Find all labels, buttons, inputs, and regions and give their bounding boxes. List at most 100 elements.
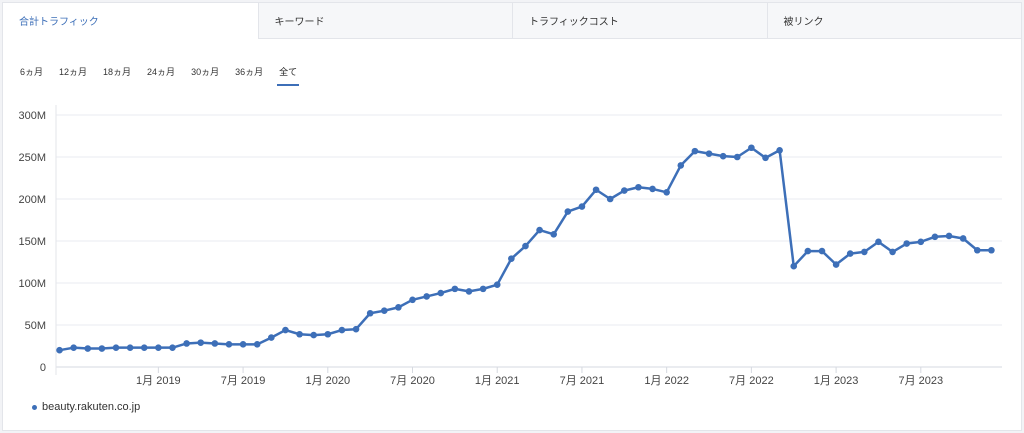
data-point <box>592 186 600 194</box>
data-point <box>366 309 374 317</box>
data-point <box>395 304 402 311</box>
data-point <box>945 232 953 240</box>
data-point <box>550 230 558 238</box>
data-point <box>324 330 332 338</box>
data-point <box>310 331 317 339</box>
x-tick-label: 1月 2021 <box>475 375 520 387</box>
time-range-selector: 6ヵ月 12ヵ月 18ヵ月 24ヵ月 30ヵ月 36ヵ月 全て <box>20 65 313 87</box>
legend-marker-icon <box>32 404 37 410</box>
data-point <box>84 345 92 352</box>
data-point <box>649 185 656 193</box>
data-point <box>508 255 515 262</box>
data-point <box>705 150 713 157</box>
tab-traffic-cost[interactable]: トラフィックコスト <box>512 3 767 39</box>
data-point <box>790 262 798 270</box>
data-point <box>437 289 445 297</box>
data-point <box>56 346 63 354</box>
data-point <box>733 153 741 161</box>
data-point <box>296 330 303 338</box>
data-point <box>197 339 205 346</box>
x-tick-label: 1月 2020 <box>305 375 350 387</box>
x-tick-label: 7月 2022 <box>729 375 774 387</box>
data-point <box>635 183 642 191</box>
data-point <box>903 240 910 247</box>
data-point <box>126 344 134 351</box>
data-point <box>875 238 882 246</box>
data-point <box>380 307 388 315</box>
data-point <box>465 288 473 295</box>
traffic-line-chart: 0 50M 100M 150M 200M 250M 300M 1月 2019 7月 2019 1月… <box>18 105 1002 387</box>
data-point <box>112 344 120 351</box>
data-point <box>748 144 755 152</box>
data-point <box>169 344 176 351</box>
x-tick-label: 7月 2023 <box>898 375 943 387</box>
data-point <box>253 341 261 348</box>
data-point <box>268 334 275 341</box>
range-36-months[interactable]: 36ヵ月 <box>235 67 264 77</box>
range-all[interactable]: 全て <box>277 65 300 87</box>
legend-series-label[interactable]: beauty.rakuten.co.jp <box>42 401 141 413</box>
range-6-months[interactable]: 6ヵ月 <box>20 67 44 77</box>
data-point <box>578 203 586 210</box>
data-point <box>338 326 346 334</box>
data-point <box>804 247 812 255</box>
y-tick-label: 250M <box>18 152 46 164</box>
x-tick-label: 1月 2022 <box>644 375 689 387</box>
data-point <box>691 147 699 155</box>
y-tick-label: 50M <box>25 320 46 332</box>
data-point <box>239 341 247 348</box>
range-30-months[interactable]: 30ヵ月 <box>191 67 220 77</box>
data-point <box>719 152 727 160</box>
data-point <box>352 325 360 333</box>
tab-label: キーワード <box>274 17 325 28</box>
data-point <box>931 233 939 241</box>
data-point <box>70 344 77 351</box>
data-point <box>98 345 106 352</box>
data-point <box>140 344 148 351</box>
data-point <box>762 154 769 162</box>
data-point <box>959 235 967 242</box>
data-point <box>479 285 487 293</box>
y-tick-label: 100M <box>18 278 46 290</box>
x-tick-label: 1月 2019 <box>136 375 181 387</box>
tab-total-traffic[interactable]: 合計トラフィック <box>3 3 258 39</box>
range-18-months[interactable]: 18ヵ月 <box>103 67 132 77</box>
data-point <box>282 326 289 334</box>
data-point <box>846 250 854 257</box>
data-point <box>917 238 925 246</box>
data-point <box>776 146 783 154</box>
data-point <box>677 162 685 169</box>
tab-label: 被リンク <box>783 17 824 28</box>
data-point <box>988 246 995 254</box>
data-point <box>973 246 981 254</box>
data-point <box>522 242 529 250</box>
data-point <box>211 340 219 347</box>
data-point <box>818 247 826 255</box>
x-tick-label: 7月 2020 <box>390 375 435 387</box>
data-point <box>183 340 190 347</box>
tab-backlinks[interactable]: 被リンク <box>766 3 1021 39</box>
data-point <box>663 188 670 196</box>
data-point <box>493 281 501 288</box>
y-tick-label: 300M <box>18 110 46 122</box>
data-point <box>621 187 628 194</box>
y-tick-label: 150M <box>18 236 46 248</box>
y-tick-label: 200M <box>18 194 46 206</box>
data-point <box>564 208 572 215</box>
x-tick-label: 1月 2023 <box>814 375 859 387</box>
tab-keywords[interactable]: キーワード <box>257 3 512 39</box>
data-point <box>832 261 840 268</box>
tab-label: トラフィックコスト <box>529 17 619 28</box>
data-point <box>225 341 233 348</box>
data-point <box>889 248 896 256</box>
data-point <box>409 296 416 304</box>
data-point <box>155 344 162 351</box>
data-point <box>423 293 430 300</box>
chart-legend: beauty.rakuten.co.jp <box>32 401 140 413</box>
x-tick-label: 7月 2019 <box>221 375 266 387</box>
data-point <box>451 285 459 293</box>
range-24-months[interactable]: 24ヵ月 <box>147 67 176 77</box>
tab-label: 合計トラフィック <box>19 17 99 28</box>
range-12-months[interactable]: 12ヵ月 <box>59 67 88 77</box>
